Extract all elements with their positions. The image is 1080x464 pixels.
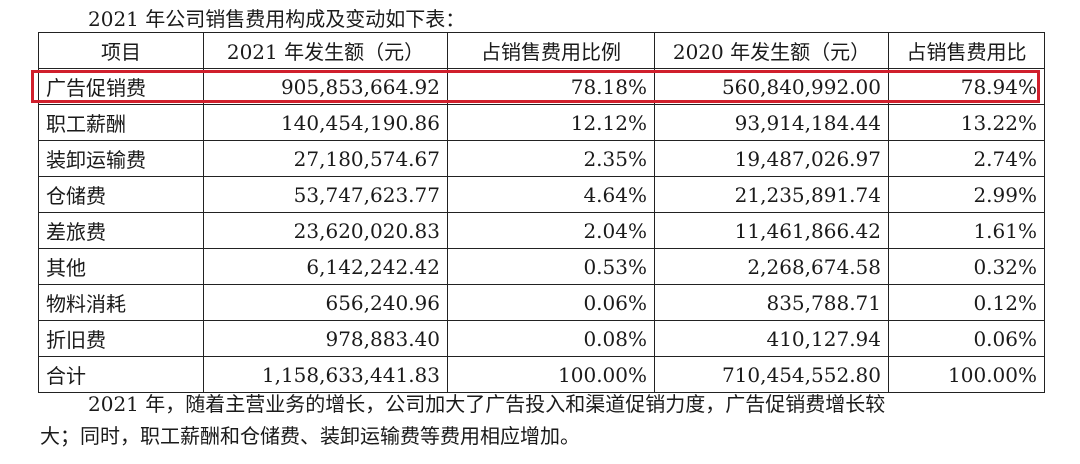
ratio-2020: 0.06% xyxy=(888,320,1045,357)
ratio-2020: 78.94% xyxy=(888,68,1045,105)
ratio-2021: 4.64% xyxy=(447,176,655,213)
header-2020-amount: 2020 年发生额（元） xyxy=(654,32,889,69)
header-2021-amount: 2021 年发生额（元） xyxy=(203,32,448,69)
amount-2021: 978,883.40 xyxy=(203,320,448,357)
ratio-2020: 100.00% xyxy=(888,356,1045,393)
ratio-2021: 0.06% xyxy=(447,284,655,321)
table-row: 其他 6,142,242.42 0.53% 2,268,674.58 0.32% xyxy=(38,248,1045,285)
amount-2020: 2,268,674.58 xyxy=(654,248,889,285)
header-2020-ratio: 占销售费用比 xyxy=(888,32,1045,69)
ratio-2020: 0.32% xyxy=(888,248,1045,285)
ratio-2021: 100.00% xyxy=(447,356,655,393)
header-item: 项目 xyxy=(38,32,204,69)
row-label: 合计 xyxy=(38,356,204,393)
amount-2021: 23,620,020.83 xyxy=(203,212,448,249)
row-label: 其他 xyxy=(38,248,204,285)
table-row: 仓储费 53,747,623.77 4.64% 21,235,891.74 2.… xyxy=(38,176,1045,213)
ratio-2020: 2.99% xyxy=(888,176,1045,213)
ratio-2021: 2.04% xyxy=(447,212,655,249)
amount-2020: 19,487,026.97 xyxy=(654,140,889,177)
ratio-2021: 78.18% xyxy=(447,68,655,105)
table-row: 差旅费 23,620,020.83 2.04% 11,461,866.42 1.… xyxy=(38,212,1045,249)
table-row: 装卸运输费 27,180,574.67 2.35% 19,487,026.97 … xyxy=(38,140,1045,177)
sales-expense-table: 项目 2021 年发生额（元） 占销售费用比例 2020 年发生额（元） 占销售… xyxy=(38,32,1045,393)
table-row: 折旧费 978,883.40 0.08% 410,127.94 0.06% xyxy=(38,320,1045,357)
row-label: 职工薪酬 xyxy=(38,104,204,141)
table-intro-text: 2021 年公司销售费用构成及变动如下表： xyxy=(88,7,466,31)
amount-2021: 656,240.96 xyxy=(203,284,448,321)
amount-2021: 6,142,242.42 xyxy=(203,248,448,285)
row-label: 仓储费 xyxy=(38,176,204,213)
ratio-2021: 0.08% xyxy=(447,320,655,357)
ratio-2020: 0.12% xyxy=(888,284,1045,321)
header-2021-ratio: 占销售费用比例 xyxy=(447,32,655,69)
ratio-2020: 13.22% xyxy=(888,104,1045,141)
table-header-row: 项目 2021 年发生额（元） 占销售费用比例 2020 年发生额（元） 占销售… xyxy=(38,32,1045,69)
table-row: 职工薪酬 140,454,190.86 12.12% 93,914,184.44… xyxy=(38,104,1045,141)
table-row: 物料消耗 656,240.96 0.06% 835,788.71 0.12% xyxy=(38,284,1045,321)
paragraph-line-1: 2021 年，随着主营业务的增长，公司加大了广告投入和渠道促销力度，广告促销费增… xyxy=(88,392,886,416)
row-label: 差旅费 xyxy=(38,212,204,249)
amount-2020: 93,914,184.44 xyxy=(654,104,889,141)
amount-2020: 11,461,866.42 xyxy=(654,212,889,249)
amount-2020: 560,840,992.00 xyxy=(654,68,889,105)
ratio-2020: 2.74% xyxy=(888,140,1045,177)
amount-2021: 53,747,623.77 xyxy=(203,176,448,213)
amount-2021: 1,158,633,441.83 xyxy=(203,356,448,393)
row-label: 广告促销费 xyxy=(38,68,204,105)
ratio-2020: 1.61% xyxy=(888,212,1045,249)
amount-2020: 410,127.94 xyxy=(654,320,889,357)
amount-2020: 710,454,552.80 xyxy=(654,356,889,393)
amount-2020: 21,235,891.74 xyxy=(654,176,889,213)
paragraph-line-2: 大；同时，职工薪酬和仓储费、装卸运输费等费用相应增加。 xyxy=(40,424,580,448)
ratio-2021: 0.53% xyxy=(447,248,655,285)
table-row: 广告促销费 905,853,664.92 78.18% 560,840,992.… xyxy=(38,68,1045,105)
ratio-2021: 2.35% xyxy=(447,140,655,177)
ratio-2021: 12.12% xyxy=(447,104,655,141)
amount-2021: 140,454,190.86 xyxy=(203,104,448,141)
amount-2021: 905,853,664.92 xyxy=(203,68,448,105)
amount-2020: 835,788.71 xyxy=(654,284,889,321)
amount-2021: 27,180,574.67 xyxy=(203,140,448,177)
row-label: 装卸运输费 xyxy=(38,140,204,177)
table-total-row: 合计 1,158,633,441.83 100.00% 710,454,552.… xyxy=(38,356,1045,393)
row-label: 物料消耗 xyxy=(38,284,204,321)
row-label: 折旧费 xyxy=(38,320,204,357)
